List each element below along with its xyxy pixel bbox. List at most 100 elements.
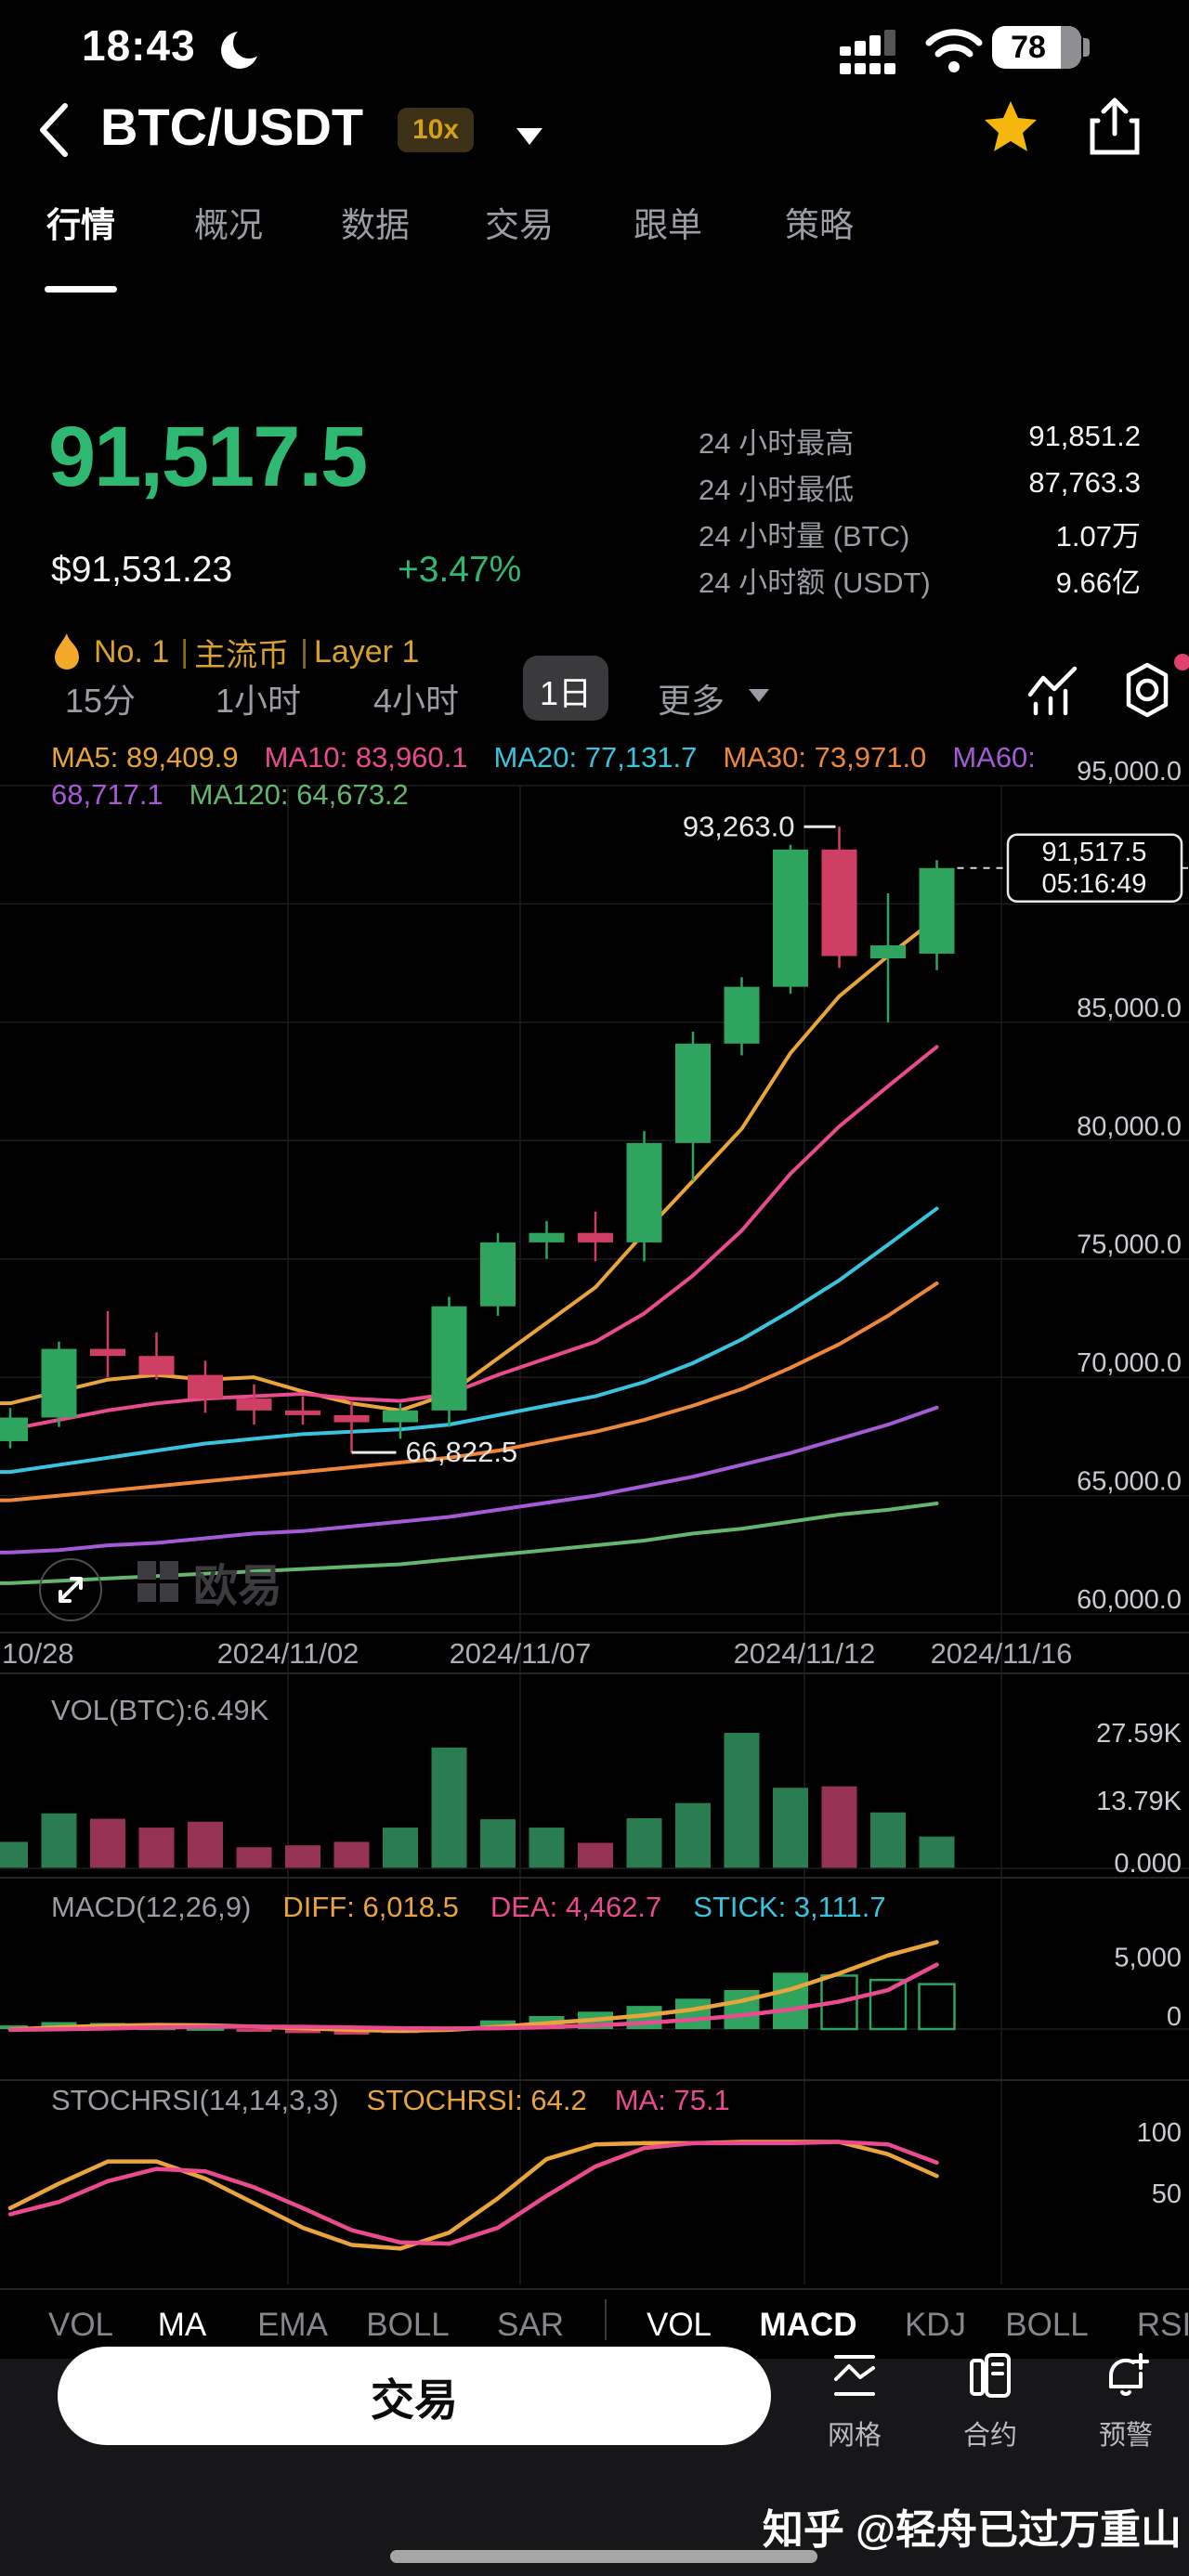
indicator-tab-main-MA[interactable]: MA	[157, 2307, 207, 2343]
volume-bar	[870, 1812, 906, 1868]
macd-histogram-bar	[675, 1998, 711, 2029]
more-dropdown-caret[interactable]	[749, 689, 769, 702]
pair-title[interactable]: BTC/USDT	[100, 98, 364, 156]
y-axis-label: 65,000.0	[1077, 1467, 1182, 1497]
ma-value-3: MA20: 77,131.7	[493, 741, 698, 774]
stat-value-3: 1.07万	[1055, 520, 1141, 553]
candle-body	[383, 1410, 418, 1423]
change-percent: +3.47%	[398, 550, 522, 590]
y-axis-label: 85,000.0	[1077, 994, 1182, 1023]
ma-line-ma60	[0, 1405, 939, 1555]
nav-tab-2[interactable]: 概况	[194, 206, 263, 244]
ma-line-ma120	[0, 1501, 939, 1585]
chart-settings-gear-icon[interactable]	[1119, 661, 1175, 719]
contract-label: 合约	[962, 2421, 1017, 2451]
nav-tab-5[interactable]: 跟单	[634, 206, 702, 244]
separator: |	[300, 633, 308, 670]
token-rank-row[interactable]: No. 1 | 主流币 | Layer 1	[51, 631, 432, 673]
stat-label-2: 24 小时最低	[699, 474, 855, 506]
volume-bar	[480, 1819, 516, 1868]
volume-axis-label: 13.79K	[1096, 1787, 1182, 1816]
trade-button[interactable]: 交易	[58, 2347, 771, 2445]
volume-bar	[529, 1828, 565, 1868]
indicator-tab-main-BOLL[interactable]: BOLL	[366, 2307, 450, 2343]
alert-button[interactable]: 预警	[1070, 2351, 1182, 2452]
volume-bar	[90, 1818, 125, 1868]
indicator-tab-sub-VOL[interactable]: VOL	[646, 2307, 712, 2343]
current-price-tag-price: 91,517.5	[1042, 838, 1147, 867]
timeframe-1小时[interactable]: 1小时	[216, 682, 302, 720]
timeframe-15分[interactable]: 15分	[65, 682, 137, 720]
home-indicator[interactable]	[390, 2550, 817, 2563]
candle-body	[578, 1232, 613, 1242]
grid-trading-button[interactable]: 网格	[799, 2351, 910, 2452]
volume-pane-title: VOL(BTC):6.49K	[51, 1694, 269, 1726]
stat-label-1: 24 小时最高	[699, 427, 855, 460]
ma-line-ma30	[0, 1281, 939, 1503]
share-button[interactable]	[1089, 97, 1141, 156]
indicator-tab-main-VOL[interactable]: VOL	[47, 2307, 114, 2343]
fullscreen-expand-button[interactable]	[39, 1558, 102, 1621]
alert-bell-icon	[1108, 2353, 1149, 2396]
last-price: 91,517.5	[48, 410, 368, 504]
timeframe-4小时[interactable]: 4小时	[373, 682, 460, 720]
volume-bar	[138, 1828, 175, 1868]
ma-value-2: MA10: 83,960.1	[264, 741, 468, 774]
timeframe-更多[interactable]: 更多	[658, 682, 725, 720]
macd-histogram-bar	[236, 2029, 272, 2032]
candle-body	[480, 1242, 516, 1307]
indicator-tab-sub-KDJ[interactable]: KDJ	[904, 2307, 967, 2343]
macd-histogram-bar	[918, 1983, 956, 2031]
indicator-tab-sub-MACD[interactable]: MACD	[759, 2307, 857, 2343]
ma-values-line1: MA5: 89,409.9 MA10: 83,960.1 MA20: 77,131.…	[51, 741, 1062, 774]
nav-tab-6[interactable]: 策略	[785, 206, 854, 244]
volume-bar	[383, 1828, 418, 1868]
chart-indicator-icon[interactable]	[1026, 663, 1080, 717]
okx-watermark: 欧易	[137, 1549, 282, 1614]
volume-bar	[188, 1821, 223, 1868]
candle-body	[675, 1043, 711, 1143]
macd-dea-value: DEA: 4,462.7	[490, 1891, 662, 1923]
volume-bar	[333, 1841, 370, 1868]
candle-body	[41, 1348, 77, 1418]
contract-button[interactable]: 合约	[934, 2351, 1046, 2452]
y-axis-label: 80,000.0	[1077, 1112, 1182, 1141]
stochrsi-axis-label: 50	[1152, 2179, 1182, 2209]
macd-histogram-bar	[773, 1972, 808, 2029]
macd-diff-value: DIFF: 6,018.5	[282, 1891, 459, 1923]
volume-bar	[724, 1733, 760, 1868]
volume-bar	[578, 1842, 613, 1868]
candle-body	[333, 1414, 370, 1423]
indicator-tab-main-EMA[interactable]: EMA	[257, 2307, 328, 2343]
separator: |	[180, 633, 189, 670]
ma-line-ma5	[0, 916, 939, 1412]
macd-histogram-bar	[285, 2029, 320, 2034]
active-tab-underline	[45, 286, 117, 293]
indicator-tab-sub-RSI[interactable]: RSI	[1136, 2307, 1189, 2343]
current-price-tag-time: 05:16:49	[1042, 869, 1147, 899]
timeframe-selected-pill[interactable]: 1日	[523, 656, 608, 721]
stochrsi-pane-title: STOCHRSI(14,14,3,3) STOCHRSI: 64.2 MA: 75.…	[51, 2084, 758, 2117]
stochrsi-k-value: STOCHRSI: 64.2	[366, 2084, 587, 2116]
volume-bar	[919, 1836, 955, 1868]
nav-tab-1[interactable]: 行情	[46, 206, 115, 244]
leverage-badge[interactable]: 10x	[398, 108, 475, 152]
indicator-tab-sub-BOLL[interactable]: BOLL	[1005, 2307, 1089, 2343]
nav-tab-4[interactable]: 交易	[485, 206, 554, 244]
notification-dot	[1174, 654, 1189, 670]
candle-body	[188, 1374, 223, 1399]
volume-bar	[773, 1788, 808, 1868]
pair-dropdown-caret[interactable]	[516, 128, 542, 145]
back-button[interactable]	[33, 100, 74, 160]
stat-label-4: 24 小时额 (USDT)	[699, 566, 931, 599]
candle-body	[870, 945, 906, 959]
volume-axis-label: 27.59K	[1096, 1719, 1182, 1749]
contract-icon	[970, 2353, 1011, 2398]
volume-bar	[821, 1786, 857, 1868]
macd-dea-line	[7, 1962, 939, 2033]
indicator-tab-main-SAR[interactable]: SAR	[497, 2307, 564, 2343]
favorite-star-button[interactable]	[983, 98, 1039, 154]
nav-tab-3[interactable]: 数据	[341, 206, 410, 244]
y-axis-label: 95,000.0	[1077, 757, 1182, 787]
